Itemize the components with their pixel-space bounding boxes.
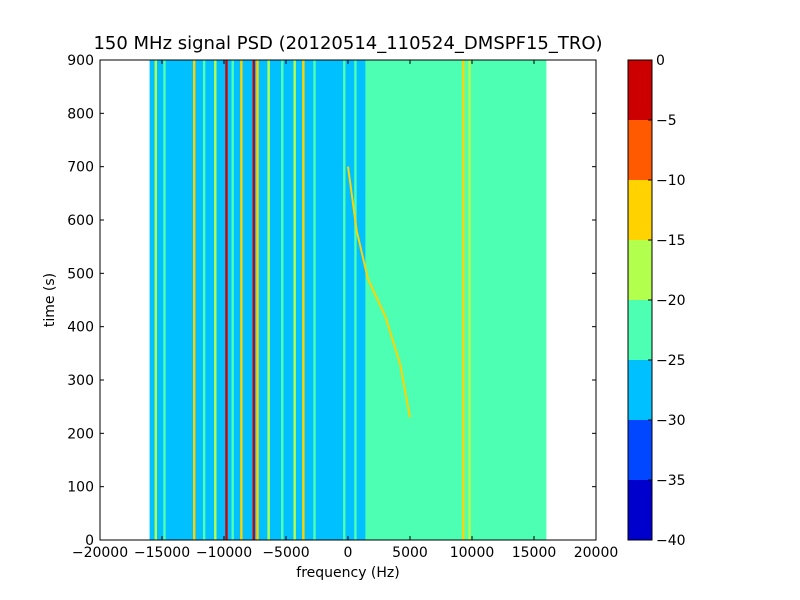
colorbar-band (628, 300, 652, 360)
colorbar: 0 −5 −10 −15 −20 −25 −30 −35 −40 (627, 53, 686, 549)
x-tick-label: −20000 (72, 545, 128, 561)
spectral-line (520, 60, 523, 540)
chart-title: 150 MHz signal PSD (20120514_110524_DMSP… (93, 33, 602, 54)
spectral-line (343, 60, 346, 540)
y-tick-label: 500 (67, 266, 94, 282)
spectral-line (365, 60, 368, 540)
y-tick-label: 200 (67, 426, 94, 442)
plot-area: −20000 −15000 −10000 −5000 0 5000 10000 15000 20… (67, 53, 618, 561)
spectral-line (256, 60, 259, 540)
colorbar-tick-label: −40 (656, 533, 686, 549)
colorbar-band (628, 120, 652, 180)
x-tick-label: −15000 (134, 545, 190, 561)
colorbar-tick-label: −15 (656, 233, 686, 249)
colorbar-band (628, 420, 652, 480)
y-tick-label: 400 (67, 320, 94, 336)
heatmap-region (149, 60, 348, 540)
spectral-line (293, 60, 296, 540)
spectral-line (202, 60, 206, 540)
y-tick-label: 600 (67, 213, 94, 229)
x-tick-label: −5000 (262, 545, 309, 561)
colorbar-tick-label: −25 (656, 353, 686, 369)
colorbar-band (628, 480, 652, 540)
x-tick-label: 15000 (512, 545, 557, 561)
heatmap-region (366, 60, 547, 540)
spectral-line (240, 60, 243, 540)
heatmap-region (348, 60, 367, 540)
spectral-line (252, 60, 255, 540)
y-tick-label: 300 (67, 373, 94, 389)
y-tick-label: 900 (67, 53, 94, 69)
spectral-line (354, 60, 357, 540)
spectral-line (231, 60, 234, 540)
spectral-line (281, 60, 284, 540)
x-tick-label: 20000 (574, 545, 619, 561)
spectral-line (462, 60, 465, 540)
spectral-line (214, 60, 217, 540)
x-tick-label: −10000 (196, 545, 252, 561)
spectral-line (313, 60, 316, 540)
y-tick-label: 100 (67, 480, 94, 496)
spectral-line (154, 60, 157, 540)
colorbar-tick-label: −20 (656, 293, 686, 309)
colorbar-tick-label: −10 (656, 173, 686, 189)
spectral-line (193, 60, 196, 540)
colorbar-band (628, 240, 652, 300)
colorbar-band (628, 360, 652, 420)
x-tick-label: 10000 (450, 545, 495, 561)
doppler-trace (347, 166, 411, 418)
colorbar-band (628, 180, 652, 240)
y-tick-label: 0 (85, 533, 94, 549)
colorbar-tick-label: −35 (656, 473, 686, 489)
y-tick-label: 700 (67, 160, 94, 176)
y-axis-label: time (s) (42, 273, 58, 327)
x-tick-label: 0 (344, 545, 353, 561)
spectral-line (302, 60, 305, 540)
x-axis-label: frequency (Hz) (296, 565, 399, 581)
colorbar-band (628, 60, 652, 120)
colorbar-tick-label: −30 (656, 413, 686, 429)
spectral-line (225, 60, 228, 540)
spectral-line (267, 60, 270, 540)
spectral-line (468, 60, 471, 540)
colorbar-tick-label: 0 (656, 53, 665, 69)
colorbar-tick-label: −5 (656, 113, 677, 129)
spectral-line (163, 60, 166, 540)
x-tick-label: 5000 (392, 545, 428, 561)
y-tick-label: 800 (67, 106, 94, 122)
